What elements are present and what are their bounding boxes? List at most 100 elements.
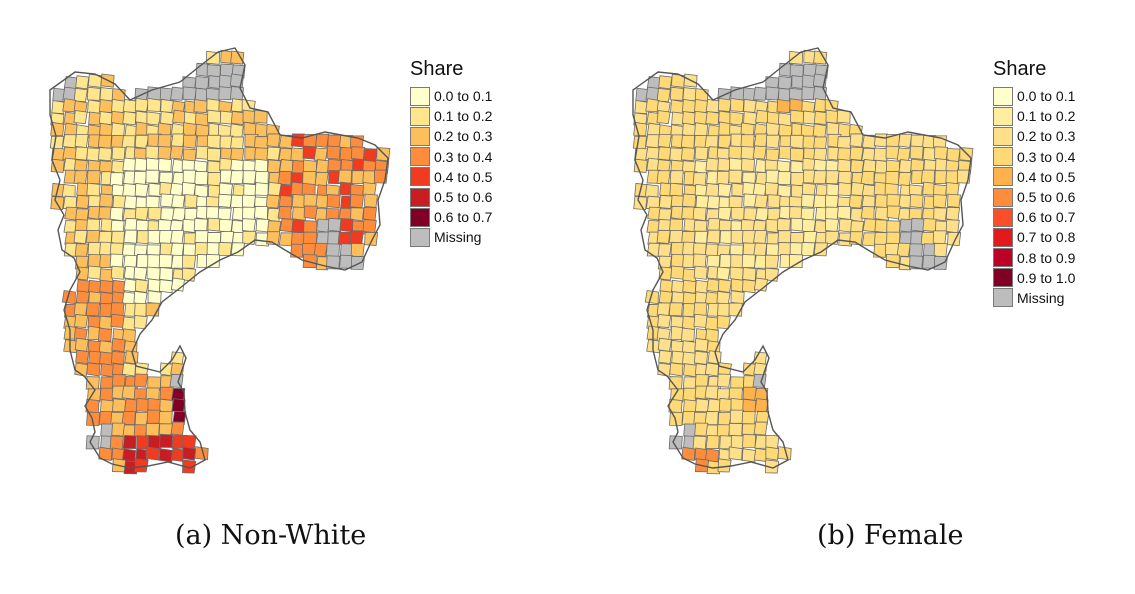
district-region	[230, 194, 245, 209]
district-region	[645, 134, 660, 149]
district-region	[682, 351, 697, 366]
district-region	[729, 157, 744, 172]
district-region	[706, 229, 721, 244]
district-region	[874, 194, 889, 209]
district-region	[278, 134, 293, 149]
district-region	[229, 123, 244, 138]
district-region	[135, 397, 150, 412]
district-region	[740, 157, 755, 172]
district-region	[777, 242, 792, 257]
district-region	[704, 385, 719, 400]
legend-item: 0.4 to 0.5	[993, 167, 1075, 187]
district-region	[206, 147, 221, 162]
district-region	[339, 254, 354, 269]
district-region	[719, 230, 734, 245]
district-region	[74, 314, 89, 329]
legend-swatch	[410, 167, 430, 187]
district-region	[111, 98, 126, 114]
district-region	[753, 242, 768, 257]
district-region	[303, 193, 318, 208]
district-region	[801, 86, 816, 101]
district-region	[182, 459, 197, 474]
district-region	[86, 229, 101, 244]
district-region	[267, 159, 282, 174]
legend-title: Share	[993, 58, 1047, 80]
district-region	[729, 266, 744, 281]
district-region	[74, 243, 89, 258]
city-outline	[632, 47, 972, 469]
district-region	[657, 337, 672, 352]
district-region	[707, 350, 722, 365]
legend-label: 0.6 to 0.7	[434, 209, 493, 226]
district-region	[898, 194, 913, 209]
district-region	[326, 243, 341, 258]
district-region	[692, 435, 707, 450]
legend-swatch	[993, 106, 1013, 126]
district-region	[717, 278, 732, 293]
district-region	[74, 146, 89, 161]
district-region	[74, 337, 89, 352]
district-region	[124, 398, 139, 413]
district-region	[801, 193, 816, 208]
district-region	[362, 219, 377, 234]
district-region	[704, 411, 719, 426]
district-region	[945, 207, 960, 222]
district-region	[122, 183, 137, 198]
district-region	[121, 385, 136, 400]
district-region	[158, 448, 173, 463]
district-region	[848, 194, 864, 209]
district-region	[266, 133, 281, 148]
district-region	[183, 122, 198, 137]
district-region	[121, 362, 136, 377]
district-region	[956, 169, 971, 184]
district-region	[717, 97, 732, 112]
district-region	[790, 160, 805, 175]
district-region	[87, 253, 102, 268]
district-region	[825, 194, 840, 209]
district-region	[717, 458, 732, 473]
district-region	[62, 134, 77, 149]
district-region	[97, 147, 113, 162]
district-region	[206, 242, 221, 257]
district-region	[111, 337, 126, 353]
district-region	[682, 87, 697, 102]
legend-item: 0.0 to 0.1	[410, 86, 492, 106]
district-region	[743, 111, 758, 126]
legend-swatch	[993, 207, 1013, 227]
district-region	[705, 157, 720, 172]
district-region	[98, 98, 114, 114]
district-region	[644, 184, 659, 199]
district-region	[730, 97, 745, 113]
district-region	[315, 194, 330, 209]
district-region	[242, 194, 257, 209]
district-region	[658, 194, 673, 209]
district-region	[73, 87, 88, 103]
legend-swatch	[410, 207, 430, 227]
district-region	[777, 75, 792, 90]
district-region	[717, 373, 732, 388]
district-region	[670, 205, 685, 220]
legend-label: 0.3 to 0.4	[1017, 148, 1076, 165]
district-region	[920, 231, 935, 246]
district-region	[730, 206, 745, 222]
district-region	[812, 170, 828, 185]
district-region	[110, 313, 125, 328]
district-region	[742, 279, 757, 294]
district-region	[874, 219, 889, 234]
district-region	[777, 230, 792, 245]
district-region	[850, 159, 865, 174]
district-region	[290, 133, 306, 148]
district-region	[730, 397, 745, 413]
district-region	[849, 146, 864, 161]
district-region	[873, 243, 888, 258]
district-region	[363, 193, 378, 208]
district-region	[98, 411, 113, 426]
district-region	[694, 160, 709, 175]
district-region	[265, 194, 281, 209]
legend-item: 0.1 to 0.2	[993, 106, 1075, 126]
district-region	[670, 388, 685, 403]
district-region	[694, 337, 709, 353]
district-region	[97, 134, 112, 149]
legend-label: 0.2 to 0.3	[1017, 128, 1076, 145]
district-region	[705, 434, 720, 449]
